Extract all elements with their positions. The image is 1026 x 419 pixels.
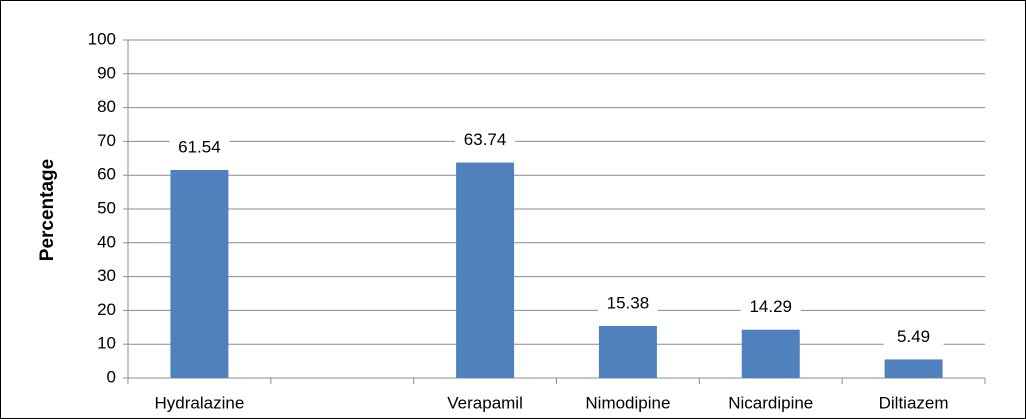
data-label: 63.74 (464, 130, 507, 149)
bar (170, 169, 229, 378)
y-tick-label: 50 (97, 198, 116, 217)
data-label: 61.54 (178, 137, 221, 156)
bar (598, 326, 657, 378)
data-label: 14.29 (749, 297, 792, 316)
data-label-bg (597, 292, 658, 315)
data-label: 5.49 (897, 327, 930, 346)
data-label: 15.38 (607, 293, 650, 312)
y-tick-label: 0 (107, 367, 116, 386)
data-label-bg (455, 128, 516, 151)
y-tick-label: 30 (97, 266, 116, 285)
y-tick-label: 70 (97, 131, 116, 150)
x-tick-label: Hydralazine (155, 393, 245, 412)
y-tick-label: 80 (97, 97, 116, 116)
bar (456, 162, 515, 378)
y-tick-label: 40 (97, 232, 116, 251)
bar (741, 329, 800, 378)
x-tick-label: Nimodipine (585, 393, 670, 412)
y-axis-label: Percentage (37, 159, 58, 261)
x-tick-label: Verapamil (447, 393, 523, 412)
data-label-bg (883, 325, 944, 348)
bar (884, 359, 943, 378)
y-tick-label: 20 (97, 300, 116, 319)
y-tick-label: 10 (97, 334, 116, 353)
x-tick-label: Nicardipine (728, 393, 813, 412)
y-tick-label: 60 (97, 165, 116, 184)
data-label-bg (740, 295, 801, 318)
y-tick-label: 90 (97, 63, 116, 82)
y-tick-label: 100 (88, 29, 116, 48)
data-label-bg (169, 135, 230, 158)
x-tick-label: Diltiazem (879, 393, 949, 412)
